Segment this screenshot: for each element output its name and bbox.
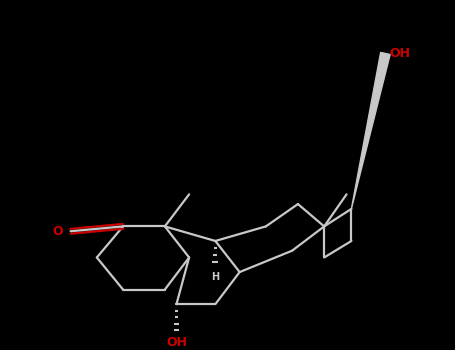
Text: O: O <box>52 225 63 238</box>
Polygon shape <box>351 52 390 209</box>
Text: OH: OH <box>389 47 410 60</box>
Text: H: H <box>211 272 219 282</box>
Text: OH: OH <box>166 336 187 349</box>
